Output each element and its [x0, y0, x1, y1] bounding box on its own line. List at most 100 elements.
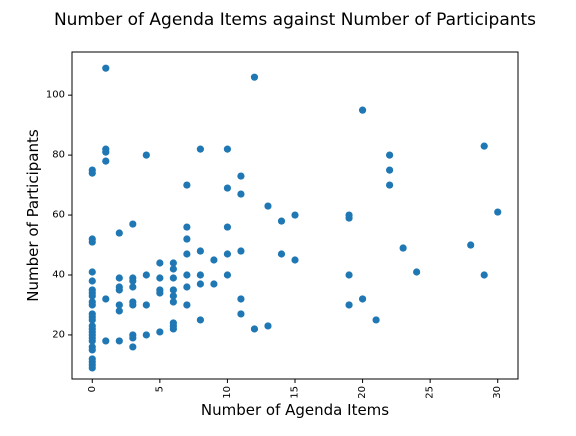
x-axis-label: Number of Agenda Items: [201, 401, 389, 419]
data-point: [88, 301, 96, 309]
data-point: [480, 271, 488, 279]
data-point: [264, 202, 272, 210]
x-tick-label: 25: [425, 386, 436, 399]
data-point: [210, 280, 218, 288]
data-point: [88, 292, 96, 300]
data-point: [142, 271, 150, 279]
data-point: [102, 337, 110, 345]
data-point: [169, 286, 177, 294]
data-point: [129, 283, 137, 291]
data-point: [88, 277, 96, 285]
data-point: [183, 235, 191, 243]
plot-area: [88, 64, 502, 372]
data-point: [196, 316, 204, 324]
data-point: [169, 325, 177, 333]
data-point: [88, 364, 96, 372]
data-point: [169, 292, 177, 300]
data-point: [88, 316, 96, 324]
data-point: [250, 73, 259, 81]
y-axis: 20 40 60 80 100: [46, 90, 72, 340]
data-point: [115, 286, 123, 294]
data-point: [291, 211, 299, 219]
data-point: [183, 223, 191, 231]
x-tick-label: 5: [154, 386, 165, 392]
data-point: [169, 259, 177, 267]
data-point: [183, 301, 191, 309]
y-axis-label: Number of Participants: [24, 129, 42, 302]
data-point: [345, 271, 353, 279]
data-point: [129, 277, 137, 285]
data-point: [291, 256, 299, 264]
data-point: [115, 274, 123, 282]
data-point: [223, 184, 232, 192]
data-point: [156, 259, 164, 267]
data-point: [386, 166, 394, 174]
data-point: [386, 181, 394, 189]
data-point: [223, 223, 232, 231]
data-point: [129, 343, 137, 351]
data-point: [88, 337, 96, 345]
data-point: [237, 190, 245, 198]
data-point: [142, 331, 150, 339]
data-point: [142, 151, 150, 159]
data-point: [183, 250, 191, 258]
data-point: [345, 301, 353, 309]
data-point: [102, 148, 110, 156]
data-point: [223, 145, 232, 153]
data-point: [88, 346, 96, 354]
data-point: [277, 250, 286, 258]
data-point: [129, 220, 137, 228]
data-point: [413, 268, 421, 276]
data-point: [183, 181, 191, 189]
data-point: [142, 301, 150, 309]
y-tick-label: 100: [46, 90, 65, 101]
data-point: [277, 217, 286, 225]
data-point: [372, 316, 380, 324]
y-tick-label: 60: [52, 210, 65, 221]
data-point: [169, 298, 177, 306]
data-point: [264, 322, 272, 330]
data-point: [237, 310, 245, 318]
data-point: [386, 151, 394, 159]
data-point: [196, 145, 204, 153]
data-point: [237, 295, 245, 303]
data-point: [169, 265, 177, 273]
data-point: [223, 250, 232, 258]
data-point: [237, 247, 245, 255]
data-point: [156, 289, 164, 297]
y-tick-label: 40: [52, 269, 65, 280]
data-point: [115, 229, 123, 237]
data-point: [129, 301, 137, 309]
data-point: [196, 280, 204, 288]
data-point: [467, 241, 475, 249]
y-tick-label: 80: [52, 150, 65, 161]
x-tick-label: 0: [87, 386, 98, 392]
data-point: [237, 172, 245, 180]
data-point: [196, 271, 204, 279]
data-point: [88, 238, 96, 246]
data-point: [156, 328, 164, 336]
data-point: [480, 142, 488, 150]
data-point: [115, 307, 123, 315]
data-point: [102, 157, 110, 165]
data-point: [358, 106, 367, 114]
y-tick-label: 20: [52, 329, 65, 340]
x-tick-label: 10: [222, 386, 233, 399]
x-tick-label: 20: [357, 386, 368, 399]
data-point: [169, 274, 177, 282]
x-axis: 0 5 10 15 20 25 30: [87, 379, 503, 399]
chart-title: Number of Agenda Items against Number of…: [54, 10, 536, 30]
data-point: [210, 256, 218, 264]
data-point: [223, 271, 232, 279]
data-point: [494, 208, 502, 216]
data-point: [115, 337, 123, 345]
data-point: [399, 244, 407, 252]
data-point: [88, 169, 96, 177]
data-point: [88, 268, 96, 276]
data-point: [196, 247, 204, 255]
data-point: [183, 271, 191, 279]
data-point: [250, 325, 259, 333]
data-point: [156, 274, 164, 282]
